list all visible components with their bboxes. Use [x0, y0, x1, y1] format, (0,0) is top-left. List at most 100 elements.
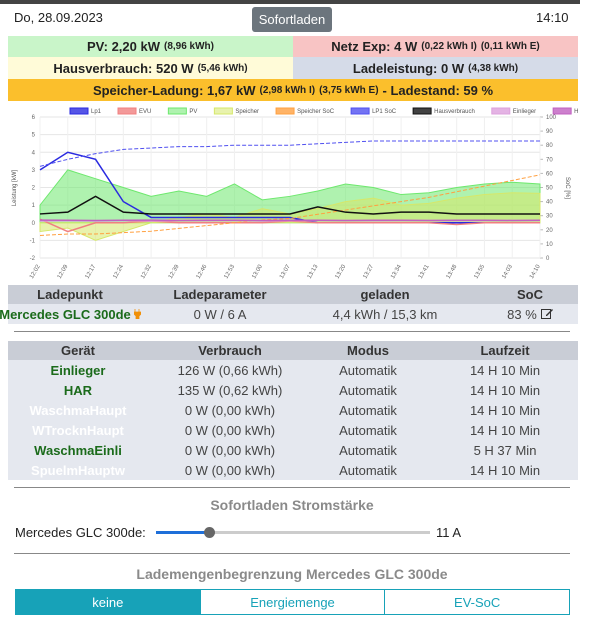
geraet-laufzeit: 14 H 10 Min: [469, 423, 541, 438]
sofortladen-button[interactable]: Sofortladen: [252, 7, 332, 32]
cell: 83 %: [440, 307, 595, 322]
legend-label: PV: [189, 109, 197, 115]
speicher-label: Speicher-Ladung: 1,67 kW: [92, 82, 256, 98]
header-cell: Laufzeit: [480, 343, 530, 358]
ladepunkt-value: 83 %: [507, 307, 537, 322]
y-tick-label: 3: [32, 168, 36, 174]
geraet-name[interactable]: WaschmaHaupt: [29, 403, 127, 418]
option-button[interactable]: keine: [15, 589, 201, 615]
x-tick-label: 13:55: [473, 263, 486, 280]
table-row: WaschmaEinli 0 W (0,00 kWh) Automatik 5 H 3…: [8, 440, 578, 460]
y-tick-label: 0: [32, 221, 36, 227]
x-tick-label: 12:09: [57, 263, 70, 280]
geraet-name[interactable]: HAR: [63, 383, 93, 398]
header-cell: Gerät: [61, 343, 95, 358]
header-cell: Modus: [347, 343, 389, 358]
x-tick-label: 12:53: [223, 263, 236, 280]
lade-label: Ladeleistung: 0 W: [352, 60, 465, 76]
table-header: Ladepunkt Ladeparameter geladen SoC: [8, 285, 578, 304]
slider-fill: [156, 531, 209, 534]
x-tick-label: 13:13: [307, 263, 320, 280]
geraet-modus: Automatik: [339, 363, 397, 378]
edit-icon[interactable]: [540, 307, 553, 322]
legend-label: EVU: [139, 109, 151, 115]
option-button[interactable]: Energiemenge: [199, 589, 386, 615]
header-cell: geladen: [360, 287, 410, 302]
x-tick-label: 12:39: [168, 263, 181, 280]
y-tick-label: 6: [32, 115, 36, 121]
separator: [14, 487, 570, 488]
legend-label: Speicher: [235, 109, 259, 115]
lade-detail: (4,38 kWh): [468, 62, 519, 74]
cell: 0 W / 6 A: [130, 307, 310, 322]
option-button[interactable]: EV-SoC: [384, 589, 571, 615]
ladepunkt-name[interactable]: Mercedes GLC 300de: [0, 307, 131, 322]
x-tick-label: 12:32: [140, 263, 153, 280]
table-header: Gerät Verbrauch Modus Laufzeit: [8, 341, 578, 360]
table-row: Einlieger 126 W (0,66 kWh) Automatik 14 H 1…: [8, 360, 578, 380]
geraet-laufzeit: 14 H 10 Min: [469, 463, 541, 478]
haus-detail: (5,46 kWh): [197, 62, 248, 74]
y-tick-label: -2: [30, 256, 36, 262]
geraet-verbrauch: 0 W (0,00 kWh): [184, 403, 276, 418]
y-tick-label: 4: [32, 150, 36, 156]
table-row: WaschmaHaupt 0 W (0,00 kWh) Automatik 14 H …: [8, 400, 578, 420]
table-row: SpuelmHauptw 0 W (0,00 kWh) Automatik 14 H …: [8, 460, 578, 480]
x-tick-label: 12:24: [112, 263, 125, 280]
ladepunkt-value: 4,4 kWh / 15,3 km: [332, 307, 438, 322]
legend-label: Einlieger: [513, 109, 536, 115]
geraet-laufzeit: 14 H 10 Min: [469, 363, 541, 378]
header-cell: Ladeparameter: [173, 287, 267, 302]
geraet-name[interactable]: WaschmaEinli: [34, 443, 122, 458]
y2-tick-label: 80: [546, 143, 553, 149]
geraet-modus: Automatik: [339, 423, 397, 438]
geraet-verbrauch: 0 W (0,00 kWh): [184, 463, 276, 478]
legend-swatch: [167, 107, 187, 115]
legend-swatch: [69, 107, 89, 115]
separator: [14, 553, 570, 554]
legend-swatch: [350, 107, 370, 115]
geraet-name[interactable]: WTrocknHaupt: [32, 423, 124, 438]
cell: Mercedes GLC 300de: [0, 307, 160, 322]
legend-swatch: [117, 107, 137, 115]
legend-swatch: [412, 107, 432, 115]
table-row: HAR 135 W (0,62 kWh) Automatik 14 H 10 Min: [8, 380, 578, 400]
series-line: [39, 195, 540, 215]
geraet-name[interactable]: Einlieger: [50, 363, 106, 378]
chart: Leistung [kW] SoC [%] -2-101234560102030…: [12, 107, 578, 280]
speicher-status: Speicher-Ladung: 1,67 kW (2,98 kWh I) (3,7…: [8, 79, 578, 101]
geraet-laufzeit: 14 H 10 Min: [469, 403, 541, 418]
sofortladen-title: Sofortladen Stromstärke: [210, 497, 374, 513]
edit[interactable]: [540, 308, 553, 319]
y2-tick-label: 100: [546, 115, 557, 121]
netz-status: Netz Exp: 4 W (0,22 kWh I) (0,11 kWh E): [293, 36, 578, 57]
x-tick-label: 14:10: [529, 263, 542, 280]
y2-tick-label: 10: [546, 242, 553, 248]
geraet-name[interactable]: SpuelmHauptw: [31, 463, 125, 478]
geraet-laufzeit: 14 H 10 Min: [469, 383, 541, 398]
speicher-detail: (2,98 kWh I): [259, 84, 316, 96]
lade-status: Ladeleistung: 0 W (4,38 kWh): [293, 57, 578, 79]
legend-label: Speicher SoC: [297, 109, 335, 115]
slider-thumb[interactable]: [203, 527, 215, 538]
haus-status: Hausverbrauch: 520 W (5,46 kWh): [8, 57, 293, 79]
header-cell: Verbrauch: [198, 343, 262, 358]
x-tick-label: 13:07: [279, 263, 292, 280]
y2-tick-label: 0: [546, 256, 550, 262]
slider-track[interactable]: [156, 527, 430, 538]
time: 14:10: [536, 10, 569, 25]
y2-tick-label: 90: [546, 129, 553, 135]
table-row: Mercedes GLC 300de 0 W / 6 A 4,4 kWh / 15,…: [0, 304, 578, 324]
geraet-verbrauch: 0 W (0,00 kWh): [184, 443, 276, 458]
slider-label: Mercedes GLC 300de:: [15, 525, 146, 540]
y-tick-label: 5: [32, 133, 36, 139]
pv-detail: (8,96 kWh): [163, 41, 214, 52]
netz-label: Netz Exp: 4 W: [331, 39, 418, 54]
x-tick-label: 12:46: [196, 263, 209, 280]
slider-value: 11 A: [436, 525, 462, 540]
pv-label: PV: 2,20 kW: [87, 39, 160, 54]
y2-tick-label: 30: [546, 214, 553, 220]
legend-label: LP1 SoC: [372, 109, 397, 115]
legend-swatch: [213, 107, 233, 115]
